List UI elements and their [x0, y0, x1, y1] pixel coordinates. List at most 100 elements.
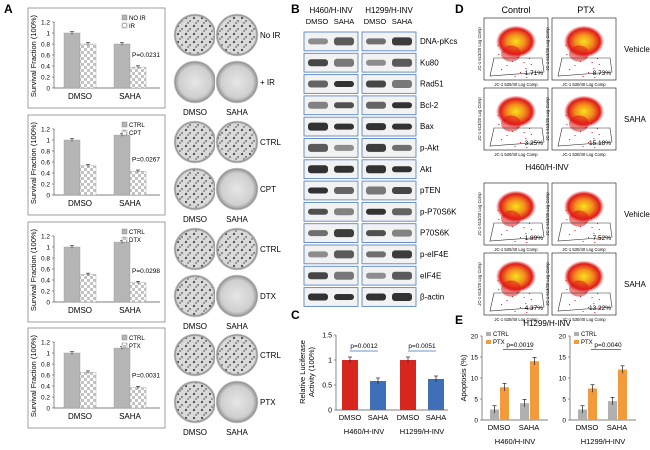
- legend-label: PTX: [493, 340, 505, 346]
- legend-swatch: [574, 332, 579, 336]
- flow-event: [525, 302, 527, 305]
- x-tick-label: DMSO: [68, 199, 92, 208]
- flow-event: [582, 145, 584, 148]
- flow-event: [587, 236, 590, 239]
- protein-label: pTEN: [420, 186, 441, 195]
- flow-event: [509, 280, 511, 283]
- gate-percent: 7.52%: [593, 235, 612, 242]
- flow-event: [566, 288, 568, 291]
- flow-event: [526, 311, 528, 314]
- flow-event: [531, 237, 533, 240]
- flow-event: [571, 49, 573, 52]
- flow-event: [522, 122, 524, 125]
- legend-label: IR: [129, 24, 136, 30]
- legend-swatch: [121, 129, 128, 136]
- legend-label: CTRL: [581, 332, 597, 338]
- blot-band: [308, 187, 328, 194]
- flow-event: [579, 225, 582, 228]
- flow-cloud-tail: [569, 45, 589, 62]
- flow-event: [511, 295, 513, 298]
- lane-label: DMSO: [364, 17, 387, 26]
- flow-event: [599, 307, 601, 310]
- y-tick-label: 5: [562, 397, 566, 404]
- flow-event: [594, 311, 596, 314]
- y-tick-label: 1.2: [41, 234, 50, 241]
- flow-event: [514, 310, 516, 313]
- flow-event: [587, 71, 590, 74]
- x-tick-label: DMSO: [397, 413, 420, 422]
- bar-dmso: [400, 360, 416, 410]
- row-label: No IR: [260, 31, 281, 40]
- group-label: H1299/H-INV: [523, 319, 571, 328]
- blot-band: [392, 229, 412, 237]
- blot-band: [366, 123, 386, 131]
- flow-event: [596, 213, 598, 216]
- x-tick-label: DMSO: [488, 423, 511, 432]
- legend-label: NO IR: [129, 16, 146, 22]
- gate-percent: 1.89%: [525, 235, 544, 242]
- blot-band: [334, 294, 354, 300]
- flow-event: [501, 138, 503, 141]
- legend-swatch: [486, 332, 491, 336]
- y-axis-label: Survival Fraction (100%): [29, 121, 38, 204]
- dish-rim: [215, 333, 259, 377]
- y-tick-label: 1: [328, 358, 332, 365]
- y-tick-label: 10: [559, 376, 567, 383]
- flow-event: [596, 118, 598, 121]
- flow-x-axis-label: JC-1 530/40 Log Comp: [494, 247, 538, 252]
- flow-event: [503, 284, 505, 287]
- gate-percent: 3.25%: [525, 140, 544, 147]
- y-tick-label: 0.4: [41, 171, 50, 178]
- blot-frame: [361, 180, 417, 201]
- bar-ctrl: [608, 401, 617, 420]
- protein-label: Bax: [420, 122, 434, 131]
- flow-event: [531, 307, 533, 310]
- row-label: DTX: [260, 292, 277, 301]
- y-tick-label: 0.2: [41, 75, 50, 82]
- y-tick-label: 0.2: [41, 289, 50, 296]
- x-tick-label: DMSO: [68, 412, 92, 421]
- p-value: p=0.0040: [594, 342, 622, 349]
- flow-x-axis-label: JC-1 530/40 Log Comp: [494, 82, 538, 87]
- flow-y-axis-label: JC-1 613/20 Log Comp: [477, 192, 482, 236]
- flow-event: [593, 232, 595, 235]
- flow-x-axis-label: JC-1 530/40 Log Comp: [494, 317, 538, 322]
- panel-label-a: A: [4, 2, 13, 16]
- flow-y-axis-label: JC-1 613/20 Log Comp: [545, 192, 550, 236]
- flow-x-axis-label: JC-1 530/40 Log Comp: [562, 317, 606, 322]
- flow-y-axis-label: JC-1 613/20 Log Comp: [477, 262, 482, 306]
- bar-ctrl: [490, 409, 499, 420]
- cell-line-header: H1299/H-INV: [365, 6, 413, 15]
- flow-event: [497, 44, 499, 47]
- blot-band: [366, 101, 386, 109]
- y-tick-label: 0.6: [41, 373, 50, 380]
- flow-event: [577, 280, 579, 283]
- y-tick-label: 0.4: [41, 384, 50, 391]
- flow-event: [526, 76, 528, 79]
- flow-x-axis-label: JC-1 530/40 Log Comp: [562, 82, 606, 87]
- blot-band: [392, 293, 412, 301]
- flow-event: [501, 233, 503, 236]
- flow-x-axis-label: JC-1 530/40 Log Comp: [562, 247, 606, 252]
- chart-frame: [27, 114, 166, 216]
- legend-label: CTRL: [129, 230, 145, 236]
- bar-cpt: [129, 171, 147, 196]
- flow-event: [569, 138, 571, 141]
- flow-event: [565, 209, 567, 212]
- blot-frame: [303, 95, 359, 116]
- panel-e: Apoptosis (%) 0 5 10 15 20 p=0.0019 CTRL PTX DMSO…: [459, 332, 636, 446]
- blot-band: [366, 272, 386, 279]
- y-tick-label: 1.2: [41, 127, 50, 134]
- row-label: Vehicle: [624, 45, 650, 54]
- flow-event: [523, 61, 525, 64]
- flow-event: [526, 241, 528, 244]
- blot-band: [308, 101, 328, 109]
- panel-label-e: E: [455, 313, 463, 327]
- flow-event: [501, 68, 503, 71]
- row-label: SAHA: [624, 280, 646, 289]
- lane-label: DMSO: [306, 17, 329, 26]
- p-value: P=0.0031: [132, 373, 160, 380]
- flow-y-axis-label: JC-1 613/20 Log Comp: [545, 97, 550, 141]
- protein-label: p-P70S6K: [420, 207, 457, 216]
